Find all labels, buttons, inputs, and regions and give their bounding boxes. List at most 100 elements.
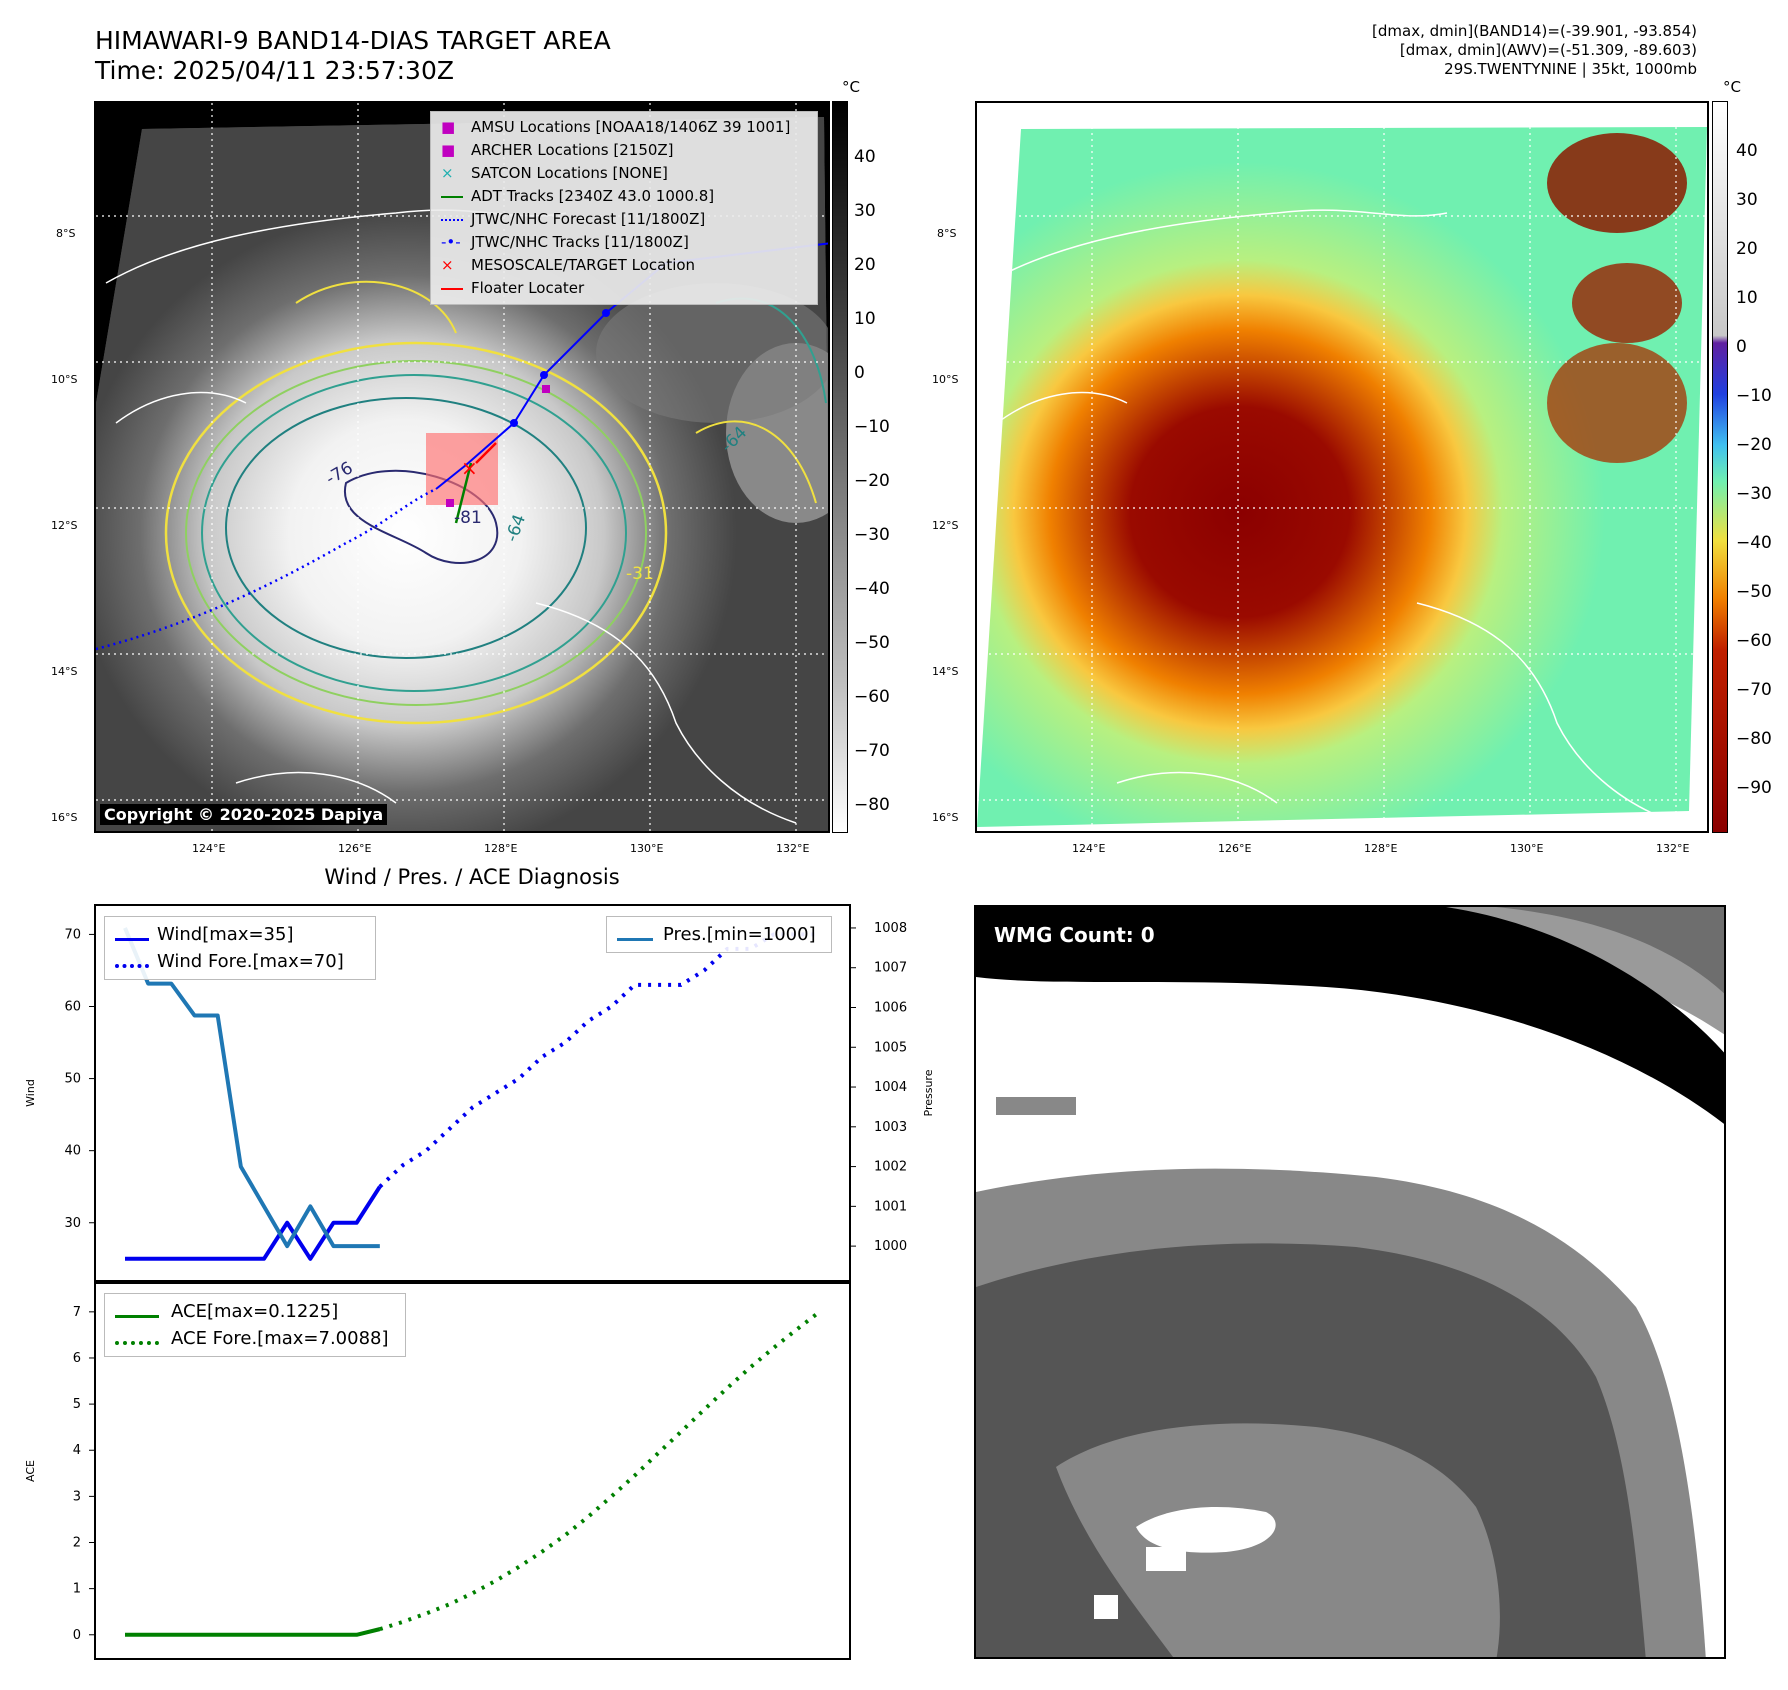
svg-text:×: × xyxy=(461,456,478,480)
band14-colorbar-ticks: 40 30 20 10 0 −10 −20 −30 −40 −50 −60 −7… xyxy=(854,101,904,833)
ace-legend: ACE[max=0.1225] ACE Fore.[max=7.0088] xyxy=(104,1293,406,1357)
legend-jtwc-tracks: -•- JTWC/NHC Tracks [11/1800Z] xyxy=(441,233,689,251)
awv-map xyxy=(975,101,1709,833)
y2-tick-label: 1005 xyxy=(874,1040,907,1055)
wind-pressure-chart: 30 40 50 60 70 Wind 1000 1001 1002 1003 1004 1005 10… xyxy=(24,904,935,1282)
y-tick-label: 5 xyxy=(73,1397,81,1412)
legend-jtwc-forecast: JTWC/NHC Forecast [11/1800Z] xyxy=(441,208,807,231)
wmg-panel: WMG Count: 0 xyxy=(974,905,1726,1659)
cb-tick: −50 xyxy=(854,633,890,653)
y2-tick-label: 1003 xyxy=(874,1120,907,1135)
lon-label: 126°E xyxy=(1218,842,1252,855)
y-axis-label: ACE xyxy=(24,1460,37,1482)
lon-label: 132°E xyxy=(1656,842,1690,855)
lat-label: 12°S xyxy=(932,519,959,532)
y-tick-label: 6 xyxy=(73,1351,81,1366)
legend-amsu: ■ AMSU Locations [NOAA18/1406Z 39 1001] xyxy=(441,118,791,136)
y-axis-label: Wind xyxy=(24,1079,37,1107)
y2-axis-label: Pressure xyxy=(922,1069,935,1116)
cb-tick: −10 xyxy=(1736,386,1772,406)
cb-tick: 30 xyxy=(1736,190,1758,210)
y-tick-label: 2 xyxy=(73,1536,81,1551)
copyright: Copyright © 2020-2025 Dapiya xyxy=(100,804,388,825)
series-line xyxy=(123,927,380,1249)
legend-target: × MESOSCALE/TARGET Location xyxy=(441,256,696,274)
cb-tick: 0 xyxy=(1736,337,1747,357)
legend-pres: Pres.[min=1000] xyxy=(617,921,821,948)
cb-tick: −90 xyxy=(1736,778,1772,798)
cb-tick: 0 xyxy=(854,363,865,383)
lat-label: 16°S xyxy=(932,811,959,824)
series-line xyxy=(125,1185,382,1261)
pressure-legend: Pres.[min=1000] xyxy=(606,916,832,953)
lat-label: 10°S xyxy=(932,373,959,386)
legend-wind: Wind[max=35] xyxy=(115,921,365,948)
lat-label: 8°S xyxy=(937,227,957,240)
cb-tick: −70 xyxy=(1736,680,1772,700)
cb-tick: −80 xyxy=(854,795,890,815)
header-info: [dmax, dmin](BAND14)=(-39.901, -93.854) … xyxy=(1097,22,1697,79)
y-tick-label: 4 xyxy=(73,1443,81,1458)
lat-label: 10°S xyxy=(51,373,78,386)
plot-frame xyxy=(94,904,851,1282)
cb-tick: −40 xyxy=(1736,533,1772,553)
legend-wind-fore: Wind Fore.[max=70] xyxy=(115,948,365,975)
cb-tick: −30 xyxy=(1736,484,1772,504)
contour-label: -31 xyxy=(626,564,654,584)
legend-adt: ADT Tracks [2340Z 43.0 1000.8] xyxy=(441,185,807,208)
band14-colorbar xyxy=(832,101,848,833)
lat-label: 16°S xyxy=(51,811,78,824)
legend-ace: ACE[max=0.1225] xyxy=(115,1298,395,1325)
lat-label: 14°S xyxy=(51,665,78,678)
series-line xyxy=(378,932,820,1189)
wmg-imagery xyxy=(976,907,1724,1657)
map-legend: ■ AMSU Locations [NOAA18/1406Z 39 1001] ■… xyxy=(430,111,818,305)
diagnosis-title: Wind / Pres. / ACE Diagnosis xyxy=(324,865,620,889)
y-tick-label: 60 xyxy=(64,1000,81,1015)
plot-frame xyxy=(94,1282,851,1660)
y-tick-label: 0 xyxy=(73,1628,81,1643)
cb-tick: 20 xyxy=(1736,239,1758,259)
lon-label: 124°E xyxy=(192,842,226,855)
y2-tick-label: 1004 xyxy=(874,1080,907,1095)
lon-label: 130°E xyxy=(630,842,664,855)
cb-tick: −70 xyxy=(854,741,890,761)
band14-map: × -76 -81 -64 -31 -64 ■ AMSU Locations [N… xyxy=(94,101,830,833)
info-storm: 29S.TWENTYNINE | 35kt, 1000mb xyxy=(1444,60,1697,78)
y-tick-label: 30 xyxy=(64,1216,81,1231)
info-awv: [dmax, dmin](AWV)=(-51.309, -89.603) xyxy=(1399,41,1697,59)
y2-tick-label: 1001 xyxy=(874,1199,907,1214)
cb-tick: 40 xyxy=(854,147,876,167)
y2-tick-label: 1006 xyxy=(874,1000,907,1015)
lat-label: 8°S xyxy=(56,227,76,240)
awv-colorbar-ticks: 40 30 20 10 0 −10 −20 −30 −40 −50 −60 −7… xyxy=(1736,101,1788,833)
lon-label: 126°E xyxy=(338,842,372,855)
cb-tick: 10 xyxy=(854,309,876,329)
y2-tick-label: 1000 xyxy=(874,1239,907,1254)
cb-tick: −80 xyxy=(1736,729,1772,749)
series-line xyxy=(125,1627,381,1637)
y-tick-label: 3 xyxy=(73,1489,81,1504)
lon-label: 130°E xyxy=(1510,842,1544,855)
ace-chart: 0 1 2 3 4 5 6 7 ACE xyxy=(24,1282,851,1660)
y2-tick-label: 1007 xyxy=(874,961,907,976)
wmg-count: WMG Count: 0 xyxy=(994,923,1155,947)
y-tick-label: 40 xyxy=(64,1144,81,1159)
legend-ace-fore: ACE Fore.[max=7.0088] xyxy=(115,1325,395,1352)
cb-tick: −60 xyxy=(1736,631,1772,651)
info-band14: [dmax, dmin](BAND14)=(-39.901, -93.854) xyxy=(1372,22,1697,40)
cb-tick: 30 xyxy=(854,201,876,221)
lon-label: 128°E xyxy=(484,842,518,855)
legend-satcon: × SATCON Locations [NONE] xyxy=(441,164,668,182)
cb-tick: −10 xyxy=(854,417,890,437)
cb-tick: 20 xyxy=(854,255,876,275)
y2-tick-label: 1002 xyxy=(874,1160,907,1175)
cb-tick: −20 xyxy=(854,471,890,491)
legend-floater: Floater Locater xyxy=(441,277,807,300)
legend-archer: ■ ARCHER Locations [2150Z] xyxy=(441,141,674,159)
figure-time: Time: 2025/04/11 23:57:30Z xyxy=(95,56,454,85)
cb-tick: −50 xyxy=(1736,582,1772,602)
cb-tick: 40 xyxy=(1736,141,1758,161)
y-tick-label: 7 xyxy=(73,1305,81,1320)
cb-tick: −40 xyxy=(854,579,890,599)
